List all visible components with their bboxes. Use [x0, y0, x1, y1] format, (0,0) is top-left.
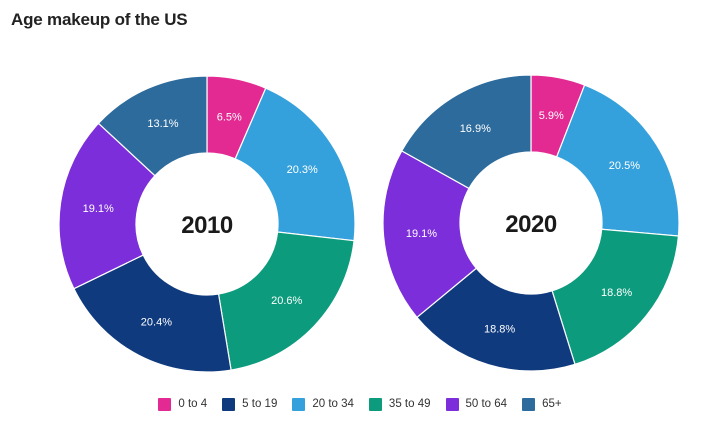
legend: 0 to 4 5 to 19 20 to 34 35 to 49 50 to 64 65+	[0, 394, 720, 414]
slice-value-label-2010-65: 13.1%	[147, 118, 178, 130]
donut-chart-2010: 6.5% 20.3% 20.6% 20.4% 19.1% 13.1% 2010	[58, 75, 356, 373]
legend-swatch-65	[522, 397, 536, 411]
legend-swatch-35-to-49	[368, 397, 382, 411]
slice-2010-35-to-49[interactable]	[217, 231, 355, 371]
slice-value-label-2010-20-to-34: 20.3%	[287, 164, 318, 176]
legend-item-50-to-64: 50 to 64	[445, 397, 508, 411]
legend-item-5-to-19: 5 to 19	[222, 397, 278, 411]
legend-label-20-to-34: 20 to 34	[312, 398, 354, 410]
slice-2010-50-to-64[interactable]	[58, 122, 156, 290]
legend-swatch-5-to-19	[222, 397, 236, 411]
legend-label-65: 65+	[542, 398, 562, 410]
chart-title: Age makeup of the US	[11, 10, 188, 29]
legend-label-0-to-4: 0 to 4	[178, 398, 208, 410]
slice-2020-65[interactable]	[400, 74, 532, 190]
legend-swatch-20-to-34	[292, 397, 306, 411]
slice-value-label-2020-0-to-4: 5.9%	[539, 110, 564, 122]
legend-item-0-to-4: 0 to 4	[158, 397, 208, 411]
legend-item-65: 65+	[522, 397, 562, 411]
slice-value-label-2010-35-to-49: 20.6%	[271, 295, 302, 307]
slice-2020-50-to-64[interactable]	[382, 150, 478, 319]
slice-value-label-2010-5-to-19: 20.4%	[141, 317, 172, 329]
slice-value-label-2010-0-to-4: 6.5%	[217, 111, 242, 123]
slice-2010-65[interactable]	[97, 75, 208, 177]
slice-2010-20-to-34[interactable]	[234, 87, 356, 242]
legend-swatch-0-to-4	[158, 397, 172, 411]
donut-center-label-2020: 2020	[505, 211, 557, 238]
slice-value-label-2020-20-to-34: 20.5%	[609, 160, 640, 172]
slice-value-label-2020-50-to-64: 19.1%	[406, 228, 437, 240]
slice-2020-5-to-19[interactable]	[416, 267, 576, 372]
slice-2020-35-to-49[interactable]	[551, 228, 680, 366]
slice-value-label-2020-65: 16.9%	[460, 123, 491, 135]
legend-swatch-50-to-64	[445, 397, 459, 411]
legend-item-35-to-49: 35 to 49	[368, 397, 431, 411]
legend-label-5-to-19: 5 to 19	[242, 398, 278, 410]
slice-value-label-2020-5-to-19: 18.8%	[484, 323, 515, 335]
donut-center-label-2010: 2010	[181, 212, 233, 239]
slice-2020-20-to-34[interactable]	[555, 84, 680, 237]
slice-value-label-2010-50-to-64: 19.1%	[83, 203, 114, 215]
slice-value-label-2020-35-to-49: 18.8%	[601, 287, 632, 299]
legend-label-50-to-64: 50 to 64	[465, 398, 508, 410]
donut-chart-2020: 5.9% 20.5% 18.8% 18.8% 19.1% 16.9% 2020	[382, 74, 680, 372]
legend-label-35-to-49: 35 to 49	[388, 398, 431, 410]
slice-2010-5-to-19[interactable]	[73, 254, 232, 373]
legend-item-20-to-34: 20 to 34	[292, 397, 354, 411]
